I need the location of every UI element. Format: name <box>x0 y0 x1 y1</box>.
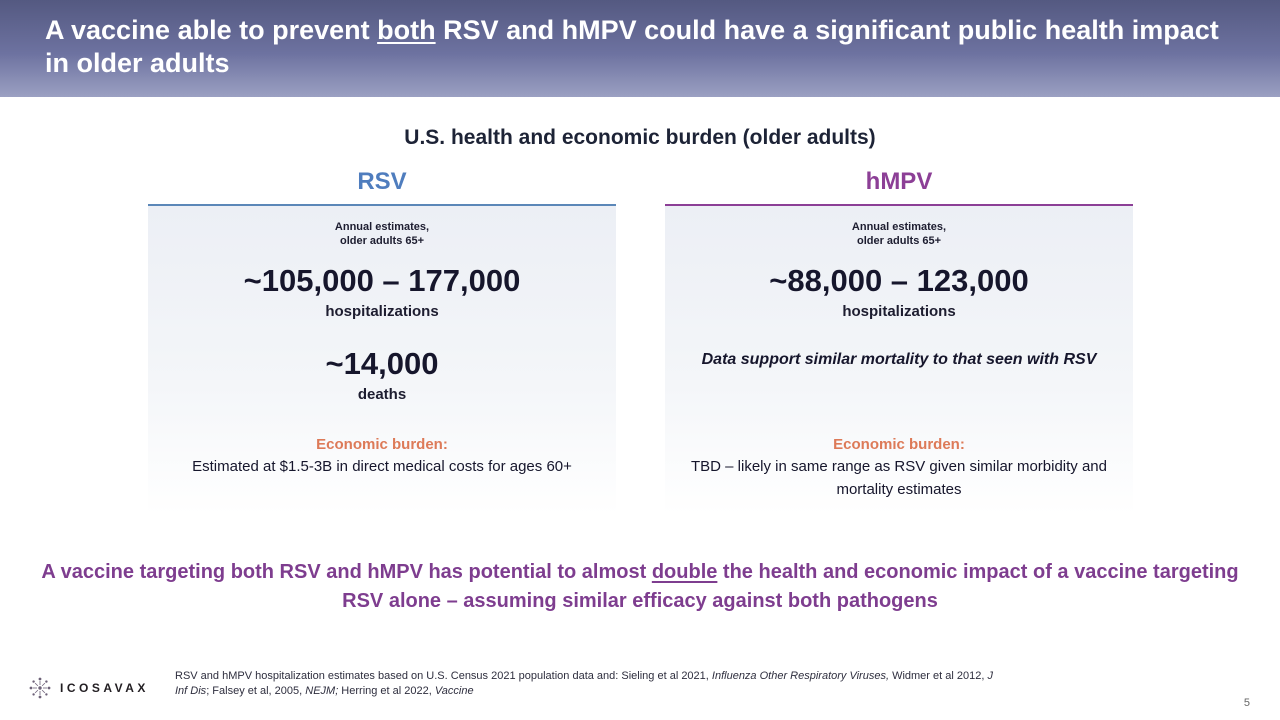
rsv-economic-burden-text: Estimated at $1.5-3B in direct medical c… <box>192 458 572 475</box>
icosavax-wordmark: ICOSAVAX <box>60 681 149 695</box>
page-number: 5 <box>1243 697 1250 709</box>
hmpv-annual-note-line2: older adults 65+ <box>856 235 942 248</box>
conclusion-post: the health and economic impact of a vacc… <box>342 561 1239 612</box>
slide-title-post: RSV and hMPV could have a significant pu… <box>45 15 1219 78</box>
footnote-seg-4: ; Falsey et al, 2005, <box>206 684 306 697</box>
hmpv-hospitalizations-value: ~88,000 – 123,000 <box>769 262 1029 298</box>
rsv-hospitalizations-value: ~105,000 – 177,000 <box>243 262 521 298</box>
hmpv-annual-note-line1: Annual estimates, <box>851 221 947 233</box>
rsv-column: RSV Annual estimates, older adults 65+ ~… <box>148 168 616 531</box>
hmpv-economic-burden-label: Economic burden: <box>833 436 965 453</box>
footnote-seg-0: RSV and hMPV hospitalization estimates b… <box>175 670 712 682</box>
hmpv-annual-note: Annual estimates, older adults 65+ <box>665 220 1133 249</box>
hmpv-mortality-note: Data support similar mortality to that s… <box>701 350 1097 368</box>
hmpv-economic-burden-text: TBD – likely in same range as RSV given … <box>691 458 1107 498</box>
rsv-hospitalizations-label: hospitalizations <box>325 302 439 320</box>
title-banner: A vaccine able to prevent both RSV and h… <box>0 0 1280 97</box>
footnote-seg-2: Widmer et al 2012, <box>889 670 988 682</box>
rsv-economic-burden-label: Economic burden: <box>316 436 448 453</box>
footnote-seg-5: NEJM; <box>305 684 339 697</box>
conclusion-underlined-word: double <box>651 561 718 583</box>
slide-title-underlined-word: both <box>377 15 436 45</box>
rsv-annual-note-line1: Annual estimates, <box>334 221 430 233</box>
hmpv-panel: Annual estimates, older adults 65+ ~88,0… <box>665 206 1133 531</box>
company-logo: ICOSAVAX <box>28 676 149 700</box>
slide-title: A vaccine able to prevent both RSV and h… <box>45 14 1235 80</box>
rsv-deaths-label: deaths <box>357 385 407 403</box>
icosavax-logo-icon <box>29 677 51 699</box>
hmpv-economic-burden: Economic burden: TBD – likely in same ra… <box>670 436 1128 501</box>
section-heading: U.S. health and economic burden (older a… <box>404 126 876 149</box>
rsv-divider-rule <box>148 204 616 206</box>
conclusion-statement: A vaccine targeting both RSV and hMPV ha… <box>30 558 1250 616</box>
footnote-seg-7: Vaccine <box>434 684 474 697</box>
rsv-annual-note: Annual estimates, older adults 65+ <box>148 220 616 249</box>
rsv-deaths-value: ~14,000 <box>325 345 439 381</box>
rsv-column-title: RSV <box>357 168 407 195</box>
rsv-annual-note-line2: older adults 65+ <box>339 235 425 248</box>
hmpv-column-title: hMPV <box>865 168 933 195</box>
footnote: RSV and hMPV hospitalization estimates b… <box>175 669 1005 699</box>
footnote-seg-1: Influenza Other Respiratory Viruses, <box>711 670 890 682</box>
rsv-panel: Annual estimates, older adults 65+ ~105,… <box>148 206 616 531</box>
hmpv-hospitalizations-label: hospitalizations <box>842 302 956 320</box>
rsv-economic-burden: Economic burden: Estimated at $1.5-3B in… <box>153 436 611 479</box>
footnote-seg-6: Herring et al 2022, <box>338 684 435 697</box>
footnote-seg-3: J Inf Dis <box>175 670 993 697</box>
hmpv-divider-rule <box>665 204 1133 206</box>
slide-title-pre: A vaccine able to prevent <box>45 15 378 45</box>
hmpv-column: hMPV Annual estimates, older adults 65+ … <box>665 168 1133 531</box>
conclusion-pre: A vaccine targeting both RSV and hMPV ha… <box>41 561 652 583</box>
